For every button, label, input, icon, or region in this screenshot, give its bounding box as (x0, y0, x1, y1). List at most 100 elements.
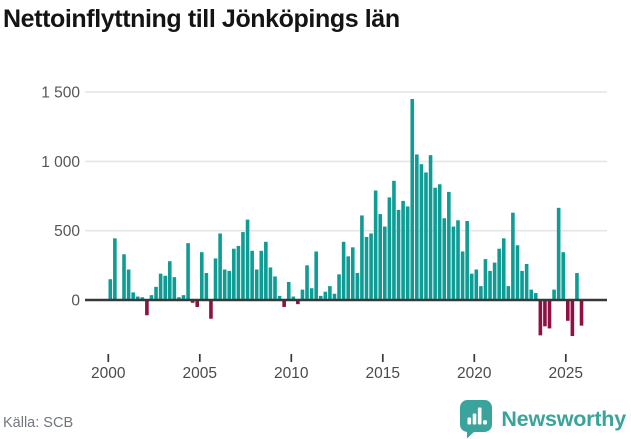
bar (167, 261, 172, 300)
bar (204, 272, 209, 300)
bar (520, 270, 524, 300)
bar (140, 297, 145, 300)
bar (373, 190, 378, 300)
bar (291, 296, 296, 300)
bar (511, 212, 515, 300)
bar (387, 197, 392, 300)
bar (122, 254, 126, 300)
bar (328, 286, 332, 300)
bar (346, 256, 350, 300)
bar (469, 273, 474, 300)
bar (135, 296, 140, 300)
bar (556, 207, 561, 300)
bar (474, 269, 479, 300)
x-axis-tick-label: 2025 (549, 365, 583, 382)
bar (575, 272, 579, 300)
bar (479, 286, 483, 300)
chart-title: Nettoinflyttning till Jönköpings län (3, 5, 400, 33)
bar (268, 267, 273, 300)
bar (566, 300, 570, 321)
bar (337, 274, 341, 300)
bar (405, 206, 410, 300)
bar (209, 300, 213, 319)
bar (222, 269, 227, 300)
bar (181, 295, 186, 300)
bar (131, 292, 135, 300)
bar (428, 155, 433, 300)
bar (250, 250, 254, 300)
bar (415, 154, 419, 300)
bar (492, 262, 497, 300)
bar (227, 270, 232, 300)
bar (190, 300, 195, 303)
y-axis-tick-label: 1 500 (41, 85, 80, 102)
bar (186, 243, 190, 300)
bar (506, 286, 511, 300)
bar (245, 219, 250, 300)
bar (254, 269, 259, 300)
bar (126, 269, 131, 300)
bar (383, 226, 387, 300)
bar (149, 295, 154, 300)
bar (456, 220, 460, 300)
bar (158, 273, 163, 300)
bar (341, 241, 346, 300)
bar (378, 214, 383, 300)
bar (300, 289, 305, 300)
source-label: Källa: SCB (3, 415, 74, 431)
bar (369, 233, 373, 300)
bar (460, 251, 465, 300)
y-axis-tick-label: 500 (54, 223, 80, 240)
bar (163, 275, 167, 300)
bar (570, 300, 575, 337)
bar (442, 218, 447, 300)
newsworthy-logo[interactable]: Newsworthy (459, 400, 626, 439)
bar (515, 245, 520, 300)
bar (497, 248, 501, 300)
bar (108, 279, 113, 300)
bar (264, 241, 268, 300)
bar (396, 209, 401, 300)
x-axis-tick-label: 2015 (366, 365, 400, 382)
bar (213, 258, 218, 300)
bar (579, 300, 584, 326)
bar (465, 220, 469, 300)
bar (401, 200, 405, 300)
bar (501, 238, 506, 300)
bar (419, 164, 424, 300)
bar (433, 187, 437, 300)
bar (332, 293, 337, 300)
bar (355, 272, 360, 300)
x-axis-tick-label: 2000 (91, 365, 126, 382)
bar (552, 289, 556, 300)
bar (195, 300, 200, 307)
bar (177, 297, 181, 300)
newsworthy-wordmark: Newsworthy (501, 406, 626, 431)
bar (296, 300, 300, 305)
bar (561, 252, 566, 300)
bar (529, 289, 533, 300)
bar (259, 250, 264, 300)
bar (314, 251, 318, 300)
bar (392, 180, 396, 300)
bar (437, 184, 442, 300)
bar (451, 226, 456, 300)
bar (318, 295, 323, 300)
bar (286, 281, 291, 300)
bar (305, 265, 309, 300)
bar (241, 232, 245, 300)
bar (323, 291, 328, 300)
bar (277, 295, 282, 300)
bar (218, 233, 222, 300)
bar (145, 300, 149, 316)
bar (533, 293, 538, 300)
x-axis-tick-label: 2005 (183, 365, 217, 382)
bar-chart: 0 500 1 000 1 500 2000 2005 2010 2015 2020 2025 (41, 85, 607, 382)
bar (447, 191, 451, 300)
bar (483, 259, 488, 300)
x-axis-tick-label: 2010 (274, 365, 309, 382)
bar (113, 238, 117, 300)
bar (200, 252, 204, 300)
newsworthy-bubble-chart-icon (460, 400, 493, 439)
